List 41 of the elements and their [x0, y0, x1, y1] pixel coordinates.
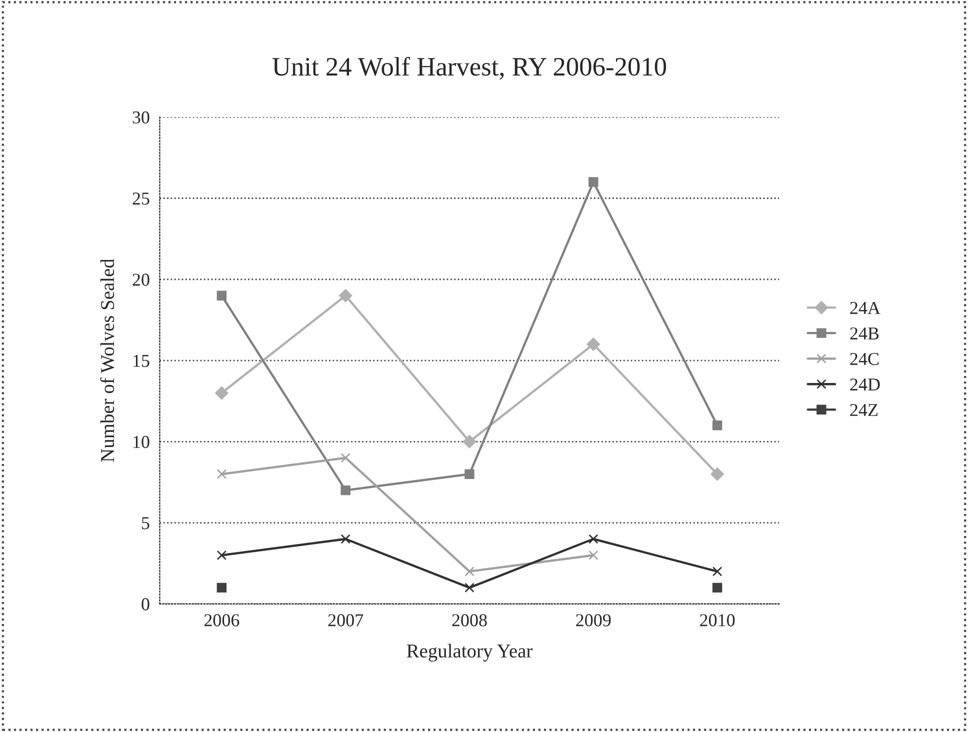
- point: [464, 469, 474, 479]
- point: [464, 582, 474, 593]
- point: [216, 469, 227, 479]
- point: [712, 420, 722, 430]
- point: [586, 338, 600, 351]
- x-tick-label: 2007: [328, 614, 364, 626]
- y-tick-label: 10: [134, 436, 150, 448]
- point: [712, 566, 722, 576]
- point: [464, 566, 474, 576]
- legend-label: 24A: [850, 302, 880, 314]
- point: [216, 582, 227, 593]
- point: [588, 177, 598, 187]
- point: [462, 435, 476, 448]
- y-tick-label: 25: [132, 192, 150, 205]
- y-tick-label: 20: [132, 274, 150, 286]
- y-tick-label: 15: [134, 354, 150, 367]
- x-axis-title: Regulatory Year: [406, 644, 532, 662]
- x-tick-label: 2010: [700, 614, 735, 626]
- point: [216, 290, 227, 300]
- point: [340, 485, 350, 496]
- x-tick-label: 2008: [452, 614, 487, 626]
- legend-label: 24C: [850, 352, 879, 366]
- y-tick-label: 5: [142, 517, 150, 530]
- point: [588, 534, 598, 544]
- legend-label: 24Z: [850, 404, 878, 416]
- y-axis-title: Number of Wolves Sealed: [100, 258, 114, 462]
- point: [338, 289, 352, 302]
- y-tick-label: 0: [142, 598, 150, 610]
- chart-title: Unit 24 Wolf Harvest, RY 2006-2010: [272, 56, 666, 80]
- point: [588, 550, 598, 560]
- point: [712, 582, 722, 593]
- point: [216, 550, 227, 560]
- x-tick-label: 2006: [204, 614, 240, 626]
- x-tick-label: 2009: [576, 614, 611, 626]
- legend-label: 24B: [850, 327, 879, 340]
- point: [215, 386, 228, 400]
- point: [340, 453, 350, 463]
- legend-label: 24D: [850, 378, 880, 390]
- point: [340, 534, 350, 544]
- y-tick-label: 30: [132, 111, 150, 124]
- point: [710, 468, 724, 481]
